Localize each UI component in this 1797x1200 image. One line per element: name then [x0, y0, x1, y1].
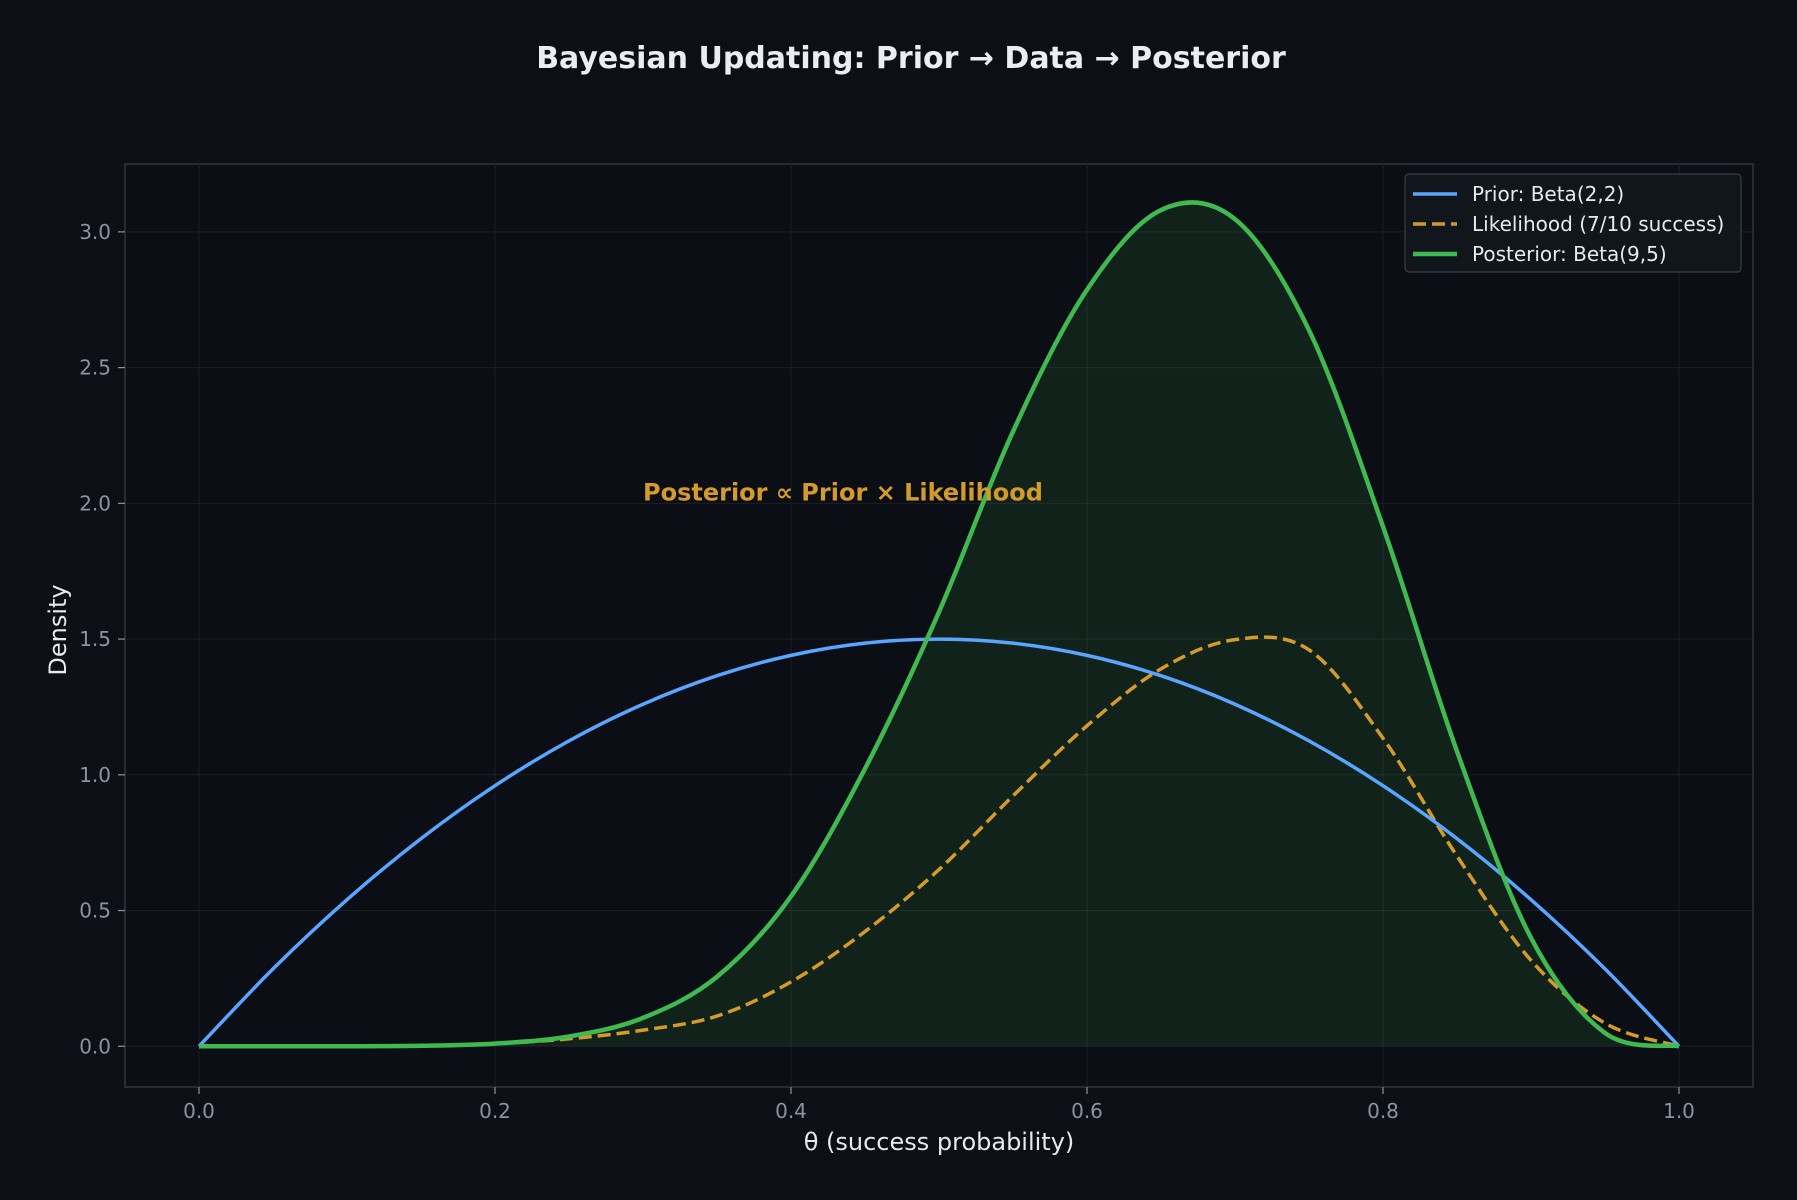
y-tick-label: 2.5	[79, 356, 111, 380]
x-tick-label: 0.0	[183, 1099, 215, 1123]
series-layer	[197, 200, 1681, 1049]
y-axis: 0.0 0.5 1.0 1.5 2.0 2.5 3.0	[79, 220, 125, 1058]
chart-title: Bayesian Updating: Prior → Data → Poster…	[536, 41, 1286, 76]
x-tick-label: 0.8	[1367, 1099, 1399, 1123]
x-tick-label: 1.0	[1663, 1099, 1695, 1123]
y-tick-label: 1.5	[79, 627, 111, 651]
y-tick-label: 0.0	[79, 1034, 111, 1058]
x-tick-label: 0.4	[775, 1099, 807, 1123]
legend-label: Posterior: Beta(9,5)	[1472, 242, 1667, 266]
x-tick-label: 0.6	[1071, 1099, 1103, 1123]
series-line-prior-beta-2-2	[197, 637, 1681, 1048]
y-axis-label: Density	[44, 584, 72, 675]
series-fill-posterior-beta-9-5	[199, 202, 1679, 1047]
plot-area	[124, 163, 1754, 1088]
y-tick-label: 2.0	[79, 491, 111, 515]
x-axis: 0.0 0.2 0.4 0.6 0.8 1.0	[183, 1087, 1695, 1123]
legend-box	[1404, 173, 1742, 273]
y-tick-label: 3.0	[79, 220, 111, 244]
x-axis-label: θ (success probability)	[804, 1128, 1075, 1156]
x-tick-label: 0.2	[479, 1099, 511, 1123]
legend-label: Prior: Beta(2,2)	[1472, 182, 1624, 206]
legend: Prior: Beta(2,2) Likelihood (7/10 success…	[1404, 173, 1742, 273]
series-line-posterior-beta-9-5	[199, 200, 1680, 1049]
annotation-text: Posterior ∝ Prior × Likelihood	[643, 478, 1043, 506]
legend-label: Likelihood (7/10 success)	[1472, 212, 1724, 236]
y-tick-label: 1.0	[79, 763, 111, 787]
y-tick-label: 0.5	[79, 899, 111, 923]
